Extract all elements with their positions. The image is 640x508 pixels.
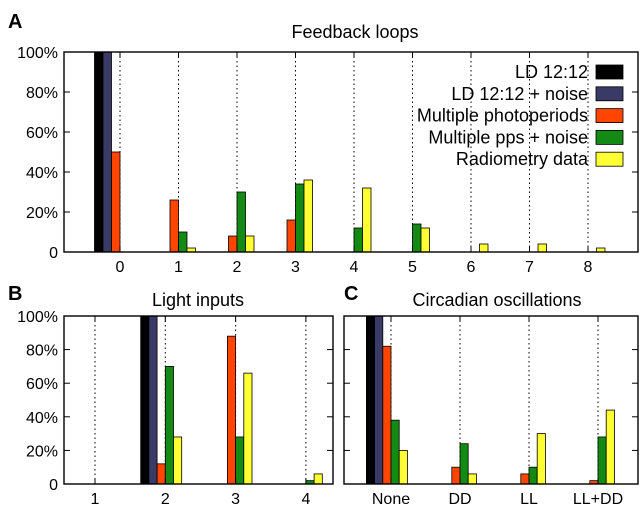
panel-a-bar-multiple-photoperiods — [228, 235, 238, 253]
panel-c-xtick-label: LL — [520, 491, 538, 508]
panel-b-bar-radiometry-data — [243, 372, 253, 485]
panel-c-frame — [343, 315, 639, 485]
panel-a-bar-multiple-pps-noise — [295, 183, 305, 253]
panel-c-bar-radiometry-data — [398, 449, 408, 485]
panel-b-bar-ld-12-12 — [140, 315, 150, 485]
panel-b-bar-radiometry-data — [173, 436, 183, 485]
panel-b-bar-multiple-photoperiods — [226, 335, 236, 485]
panel-a-bar-multiple-photoperiods — [169, 199, 179, 253]
panel-b-bar-multiple-pps-noise — [164, 365, 174, 485]
panel-a-ytick-label: 60% — [26, 125, 58, 142]
panel-a-bar-multiple-pps-noise — [412, 223, 422, 253]
panel-a-xtick-label: 6 — [467, 259, 476, 276]
panel-b-bar-multiple-photoperiods — [156, 463, 166, 485]
panel-a-frame — [63, 51, 639, 253]
panel-a-bar-multiple-photoperiods — [111, 151, 121, 253]
panel-a-bar-radiometry-data — [420, 227, 430, 253]
panel-a-ytick-label: 80% — [26, 85, 58, 102]
panel-c-bar-multiple-photoperiods — [520, 473, 530, 485]
legend-label: LD 12:12 — [515, 62, 588, 82]
panel-c-bar-multiple-pps-noise — [597, 436, 607, 485]
panel-b-frame — [63, 315, 334, 485]
panel-b-title: Light inputs — [152, 290, 244, 310]
panel-a-bar-radiometry-data — [479, 243, 489, 253]
panel-a-xtick-label: 0 — [116, 259, 125, 276]
panel-b-ytick-label: 60% — [26, 376, 58, 393]
panel-b-ytick-label: 100% — [17, 309, 58, 326]
panel-a-xtick-label: 3 — [291, 259, 300, 276]
panel-b-bar-ld-12-12-noise — [148, 315, 158, 485]
panel-b-ytick-label: 0 — [49, 477, 58, 494]
panel-a-bar-multiple-pps-noise — [178, 231, 188, 253]
panel-a-bar-ld-12-12-noise — [102, 51, 112, 253]
panel-a-ytick-label: 0 — [49, 245, 58, 262]
panel-a-xtick-label: 7 — [525, 259, 534, 276]
panel-c-bar-multiple-pps-noise — [459, 443, 469, 485]
panel-a-bar-ld-12-12 — [94, 51, 104, 253]
panel-b-xtick-label: 3 — [231, 491, 240, 508]
panel-c-bar-multiple-photoperiods — [451, 466, 461, 485]
legend-label: Radiometry data — [456, 149, 589, 169]
legend-label: LD 12:12 + noise — [451, 84, 588, 104]
legend-label: Multiple pps + noise — [428, 127, 588, 147]
panel-b-xtick-label: 1 — [91, 491, 100, 508]
panel-b-xtick-label: 2 — [161, 491, 170, 508]
panel-a-bar-radiometry-data — [537, 243, 547, 253]
panel-c-xtick-label: DD — [448, 491, 471, 508]
panel-c-xtick-label: LL+DD — [573, 491, 623, 508]
panel-b-ytick-label: 40% — [26, 410, 58, 427]
legend-swatch — [595, 151, 624, 167]
panel-c-bar-multiple-pps-noise — [390, 419, 400, 485]
panel-b-bar-multiple-pps-noise — [235, 436, 245, 485]
panel-b-ytick-label: 80% — [26, 343, 58, 360]
panel-c-bar-ld-12-12 — [365, 315, 375, 485]
panel-c-bar-radiometry-data — [605, 409, 615, 485]
panel-a-ytick-label: 100% — [17, 45, 58, 62]
legend-swatch — [595, 129, 624, 145]
panel-b-label: B — [8, 283, 22, 305]
panel-a-bar-multiple-pps-noise — [353, 227, 363, 253]
panel-c-bar-multiple-photoperiods — [382, 345, 392, 485]
panel-a-bar-multiple-photoperiods — [286, 219, 296, 253]
panel-a-bar-radiometry-data — [303, 179, 313, 253]
panel-a-ytick-label: 20% — [26, 205, 58, 222]
panel-a-xtick-label: 2 — [233, 259, 242, 276]
panel-a-xtick-label: 4 — [350, 259, 359, 276]
panel-c-label: C — [344, 283, 358, 305]
panel-c-bar-radiometry-data — [467, 473, 477, 485]
panel-c-title: Circadian oscillations — [412, 290, 581, 310]
panel-a-bar-radiometry-data — [245, 235, 255, 253]
legend-label: Multiple photoperiods — [417, 106, 588, 126]
legend-swatch — [595, 86, 624, 102]
panel-a-ytick-label: 40% — [26, 165, 58, 182]
panel-a-bar-radiometry-data — [362, 187, 372, 253]
panel-b-xtick-label: 4 — [301, 491, 310, 508]
panel-a-xtick-label: 1 — [174, 259, 183, 276]
panel-c-bar-multiple-pps-noise — [528, 466, 538, 485]
panel-c-bar-ld-12-12-noise — [374, 315, 384, 485]
legend-swatch — [595, 108, 624, 123]
panel-a-xtick-label: 5 — [408, 259, 417, 276]
panel-a-title: Feedback loops — [291, 22, 418, 42]
panel-a-label: A — [8, 11, 22, 33]
panel-b-bar-radiometry-data — [313, 473, 323, 485]
panel-a-bar-multiple-pps-noise — [236, 191, 246, 253]
legend-swatch — [595, 64, 624, 80]
panel-c-xtick-label: None — [372, 491, 410, 508]
panel-b-ytick-label: 20% — [26, 443, 58, 460]
panel-c-bar-radiometry-data — [536, 433, 546, 485]
panel-a-xtick-label: 8 — [584, 259, 593, 276]
